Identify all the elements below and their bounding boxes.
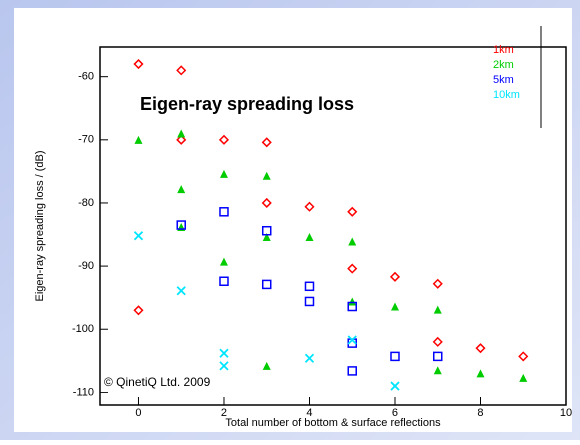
x-tick-label: 0 [135, 407, 141, 419]
point [261, 279, 272, 290]
point [518, 351, 529, 362]
point [133, 305, 144, 316]
y-tick-label: -70 [78, 134, 94, 146]
point [304, 281, 315, 292]
x-tick-label: 8 [477, 407, 483, 419]
point [134, 135, 143, 144]
point [219, 348, 229, 358]
point [519, 373, 528, 382]
point [177, 185, 186, 194]
point [219, 276, 229, 286]
point [389, 271, 401, 282]
legend-label: 10km [493, 89, 520, 101]
point [390, 302, 399, 311]
point [347, 366, 357, 376]
y-tick-label: -80 [78, 197, 94, 209]
x-axis-label: Total number of bottom & surface reflect… [225, 417, 441, 429]
point [347, 263, 358, 274]
x-tick-label: 6 [392, 407, 398, 419]
point [261, 197, 272, 209]
point [347, 206, 358, 217]
plot-frame [99, 46, 567, 406]
point [261, 225, 272, 236]
point [476, 369, 485, 378]
point [390, 381, 400, 391]
point [133, 58, 144, 70]
point [390, 351, 400, 362]
point [304, 353, 315, 363]
point [219, 257, 228, 266]
point [433, 305, 442, 314]
point [347, 301, 357, 312]
point [432, 278, 443, 289]
point [304, 201, 315, 212]
y-tick-label: -60 [78, 71, 94, 83]
point [133, 231, 144, 241]
copyright-bg [101, 374, 231, 392]
panel [14, 8, 572, 432]
copyright: © QinetiQ Ltd. 2009 [104, 375, 211, 389]
point [176, 220, 186, 230]
point [219, 169, 228, 178]
point [433, 366, 442, 375]
y-tick-label: -90 [78, 260, 94, 272]
point [305, 233, 314, 242]
point [262, 171, 271, 180]
y-axis-label: Eigen-ray spreading loss / (dB) [34, 150, 46, 301]
point [432, 351, 443, 362]
point [262, 233, 271, 242]
x-tick-label: 10 [560, 407, 572, 419]
point [432, 336, 443, 347]
legend-label: 5km [493, 74, 514, 86]
point [347, 335, 357, 345]
point [176, 286, 186, 296]
point [475, 343, 486, 354]
legend-label: 1km [493, 44, 514, 56]
point [348, 297, 357, 306]
point [262, 361, 271, 370]
x-tick-label: 4 [306, 407, 312, 419]
point [304, 296, 315, 307]
y-tick-label: -100 [72, 323, 94, 335]
point [261, 137, 272, 148]
point [219, 207, 229, 217]
point [219, 361, 229, 371]
chart-title: Eigen-ray spreading loss [140, 94, 354, 114]
point [177, 129, 186, 138]
x-tick-label: 2 [221, 407, 227, 419]
point [176, 65, 187, 76]
y-tick-label: -110 [73, 386, 94, 398]
point [176, 134, 187, 145]
point [218, 134, 230, 145]
legend-label: 2km [493, 59, 514, 71]
point [348, 237, 357, 246]
